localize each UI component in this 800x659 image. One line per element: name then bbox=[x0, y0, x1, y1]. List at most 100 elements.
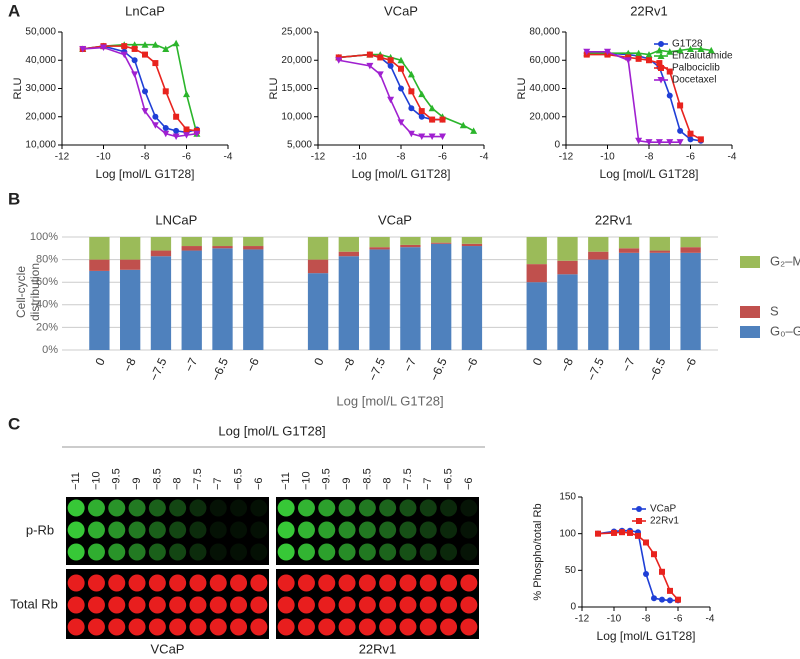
column-label: −10 bbox=[90, 471, 102, 490]
column-label: −7.5 bbox=[402, 468, 414, 490]
x-tick-label: −6.5 bbox=[427, 355, 450, 383]
green-well bbox=[460, 521, 478, 539]
red-well bbox=[358, 618, 376, 636]
marker bbox=[635, 49, 643, 57]
x-tick-label: −8 bbox=[339, 355, 358, 374]
marker bbox=[643, 539, 649, 546]
x-tick-label: −6.5 bbox=[208, 355, 231, 383]
green-well bbox=[297, 521, 315, 539]
marker bbox=[646, 57, 652, 64]
bar-segment bbox=[369, 249, 390, 350]
blot-panel-label: 22Rv1 bbox=[359, 641, 397, 656]
green-well bbox=[230, 521, 248, 539]
group-title: LNCaP bbox=[155, 212, 197, 227]
green-well bbox=[189, 499, 207, 517]
y-axis-label: Cell-cycle distribution bbox=[14, 262, 42, 322]
marker bbox=[659, 596, 665, 603]
red-well bbox=[297, 596, 315, 614]
bar-segment bbox=[526, 237, 547, 265]
marker bbox=[131, 45, 138, 52]
green-well bbox=[297, 499, 315, 517]
red-well bbox=[189, 618, 207, 636]
red-well bbox=[318, 618, 336, 636]
panel-label: C bbox=[8, 414, 20, 433]
bar-segment bbox=[369, 237, 390, 248]
x-tick-label: -4 bbox=[706, 614, 715, 625]
marker bbox=[624, 57, 632, 64]
column-label: −8 bbox=[172, 477, 184, 490]
marker bbox=[376, 71, 384, 78]
green-well bbox=[338, 499, 356, 517]
y-tick-label: 0% bbox=[42, 344, 58, 356]
bar-segment bbox=[680, 247, 701, 253]
x-tick-label: -4 bbox=[224, 152, 233, 163]
bar-segment bbox=[150, 237, 172, 251]
red-well bbox=[338, 596, 356, 614]
legend-swatch bbox=[740, 256, 760, 268]
red-well bbox=[87, 574, 105, 592]
y-tick-label: 40,000 bbox=[25, 55, 56, 66]
marker bbox=[657, 77, 665, 84]
red-well bbox=[189, 574, 207, 592]
column-label: −7 bbox=[212, 477, 224, 490]
column-label: −11 bbox=[280, 472, 292, 490]
marker bbox=[643, 571, 649, 577]
marker bbox=[377, 54, 384, 61]
x-axis-label: Log [mol/L G1T28] bbox=[96, 167, 195, 181]
marker bbox=[658, 65, 664, 71]
green-well bbox=[277, 499, 295, 517]
green-well bbox=[440, 499, 458, 517]
marker bbox=[172, 39, 180, 47]
red-well bbox=[169, 596, 187, 614]
x-tick-label: −6.5 bbox=[646, 355, 669, 383]
bar-segment bbox=[338, 237, 359, 252]
legend-label: G1T28 bbox=[672, 39, 703, 50]
green-well bbox=[399, 499, 417, 517]
green-well bbox=[338, 543, 356, 561]
green-well bbox=[277, 543, 295, 561]
red-well bbox=[128, 574, 146, 592]
bar-segment bbox=[649, 237, 670, 251]
green-well bbox=[148, 543, 166, 561]
series-line bbox=[338, 53, 475, 132]
x-axis-label: Log [mol/L G1T28] bbox=[600, 167, 699, 181]
marker bbox=[131, 71, 139, 78]
bar-segment bbox=[338, 256, 359, 350]
marker bbox=[697, 45, 705, 52]
marker bbox=[687, 136, 694, 143]
red-well bbox=[277, 574, 295, 592]
green-well bbox=[230, 499, 248, 517]
green-well bbox=[209, 499, 227, 517]
marker bbox=[666, 48, 674, 55]
y-tick-label: 50,000 bbox=[25, 27, 56, 38]
series-line bbox=[82, 46, 197, 138]
green-well bbox=[318, 543, 336, 561]
green-well bbox=[169, 499, 187, 517]
marker bbox=[100, 44, 107, 52]
green-well bbox=[209, 543, 227, 561]
green-well bbox=[297, 543, 315, 561]
y-tick-label: 80,000 bbox=[529, 27, 560, 38]
marker bbox=[655, 46, 663, 54]
x-tick-label: -6 bbox=[674, 614, 683, 625]
green-well bbox=[230, 543, 248, 561]
bar-segment bbox=[369, 247, 390, 250]
marker bbox=[583, 48, 591, 56]
red-well bbox=[169, 574, 187, 592]
red-well bbox=[87, 596, 105, 614]
bar-segment bbox=[89, 270, 110, 350]
legend-label: Docetaxel bbox=[672, 75, 716, 86]
bar-segment bbox=[618, 252, 640, 350]
green-well bbox=[318, 521, 336, 539]
bar-segment bbox=[181, 237, 202, 247]
red-well bbox=[230, 596, 248, 614]
legend-label: Enzalutamide bbox=[672, 51, 733, 62]
marker bbox=[152, 60, 159, 67]
marker bbox=[408, 88, 415, 95]
bar-segment bbox=[461, 246, 483, 350]
bar-segment bbox=[400, 244, 421, 248]
bar-segment bbox=[243, 246, 264, 250]
y-tick-label: 20,000 bbox=[25, 111, 56, 122]
x-tick-label: 0 bbox=[311, 355, 327, 367]
